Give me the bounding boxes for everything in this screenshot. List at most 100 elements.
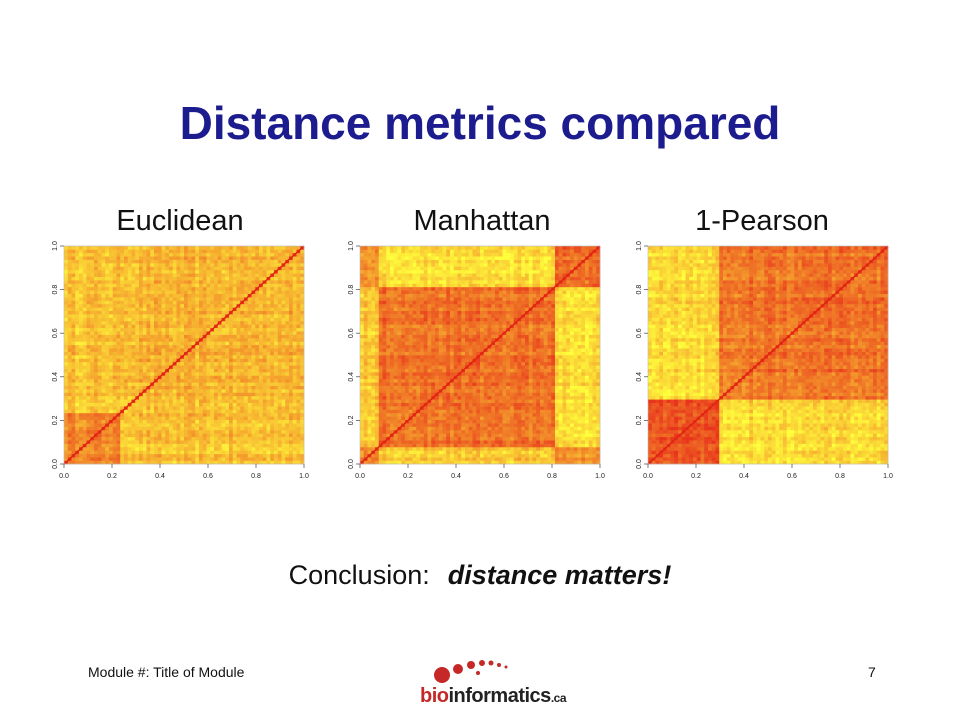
heatmap-cell xyxy=(270,392,275,397)
heatmap-cell xyxy=(408,429,413,434)
panel-label-euclidean: Euclidean xyxy=(116,205,244,237)
heatmap-cell xyxy=(225,416,230,421)
heatmap-cell xyxy=(176,252,181,257)
heatmap-cell xyxy=(187,293,192,298)
heatmap-cell xyxy=(390,426,395,431)
heatmap-cell xyxy=(225,389,230,393)
heatmap-cell xyxy=(86,395,91,400)
heatmap-cell xyxy=(195,324,200,329)
heatmap-cell xyxy=(139,419,144,424)
heatmap-cell xyxy=(206,453,211,458)
heatmap-cell xyxy=(191,368,196,373)
heatmap-cell xyxy=(169,395,174,400)
heatmap-cell xyxy=(405,293,410,298)
heatmap-cell xyxy=(266,273,271,277)
heatmap-cell xyxy=(408,423,413,427)
heatmap-cell xyxy=(382,341,387,346)
heatmap-cell xyxy=(255,263,260,267)
heatmap-cell xyxy=(244,324,249,329)
heatmap-cell xyxy=(277,303,282,308)
heatmap-cell xyxy=(131,249,136,254)
heatmap-cell xyxy=(191,443,196,448)
heatmap-cell xyxy=(251,324,256,329)
heatmap-cell xyxy=(244,355,249,359)
heatmap-cell xyxy=(221,331,226,335)
heatmap-cell xyxy=(367,337,372,342)
heatmap-cell xyxy=(127,263,132,267)
heatmap-cell xyxy=(127,419,132,424)
heatmap-cell xyxy=(165,372,170,376)
heatmap-cell xyxy=(277,252,282,257)
heatmap-cell xyxy=(150,300,155,305)
heatmap-cell xyxy=(109,392,114,397)
heatmap-cell xyxy=(112,249,117,254)
heatmap-cell xyxy=(112,361,117,366)
heatmap-cell xyxy=(262,429,267,434)
heatmap-cell xyxy=(363,433,368,438)
heatmap-cell xyxy=(371,412,376,417)
heatmap-cell xyxy=(244,246,249,250)
heatmap-cell xyxy=(64,409,69,414)
heatmap-cell xyxy=(195,290,200,294)
heatmap-cell xyxy=(120,344,125,349)
heatmap-cell xyxy=(82,324,87,329)
heatmap-cell xyxy=(363,378,368,383)
heatmap-cell xyxy=(112,283,117,288)
heatmap-cell xyxy=(180,334,185,339)
heatmap-cell xyxy=(199,453,204,458)
heatmap-cell xyxy=(401,314,406,318)
heatmap-cell xyxy=(150,378,155,383)
heatmap-cell xyxy=(382,246,387,250)
heatmap-cell xyxy=(184,348,189,352)
heatmap-cell xyxy=(401,249,406,254)
heatmap-cell xyxy=(64,320,69,325)
heatmap-cell xyxy=(382,317,387,322)
heatmap-cell xyxy=(401,259,406,264)
heatmap-cell xyxy=(210,368,215,373)
heatmap-cell xyxy=(393,406,398,410)
heatmap-cell xyxy=(262,450,267,455)
heatmap-cell xyxy=(184,283,189,288)
heatmap-cell xyxy=(116,385,121,390)
heatmap-cell xyxy=(150,392,155,397)
heatmap-cell xyxy=(82,341,87,346)
heatmap-cell xyxy=(251,317,256,322)
heatmap-cell xyxy=(142,406,147,410)
heatmap-cell xyxy=(94,337,99,342)
heatmap-cell xyxy=(277,443,282,448)
heatmap-cell xyxy=(169,433,174,438)
heatmap-cell xyxy=(281,460,286,465)
heatmap-cell xyxy=(229,307,234,312)
heatmap-cell xyxy=(240,389,245,393)
heatmap-cell xyxy=(251,419,256,424)
heatmap-cell xyxy=(236,276,241,281)
heatmap-cell xyxy=(393,409,398,414)
heatmap-cell xyxy=(109,443,114,448)
heatmap-cell xyxy=(191,375,196,380)
heatmap-cell xyxy=(79,317,84,322)
heatmap-cell xyxy=(232,331,237,335)
heatmap-cell xyxy=(217,450,222,455)
heatmap-cell xyxy=(401,457,406,461)
heatmap-cell xyxy=(214,412,219,417)
heatmap-cell xyxy=(135,290,140,294)
heatmap-cell xyxy=(221,341,226,346)
heatmap-cell xyxy=(135,429,140,434)
heatmap-cell xyxy=(210,331,215,335)
heatmap-cell xyxy=(161,423,166,427)
heatmap-cell xyxy=(71,392,76,397)
heatmap-cell xyxy=(405,436,410,441)
heatmap-cell xyxy=(401,351,406,356)
heatmap-cell xyxy=(64,263,69,267)
heatmap-cell xyxy=(202,310,207,315)
heatmap-cell xyxy=(240,385,245,390)
heatmap-cell xyxy=(94,307,99,312)
heatmap-cell xyxy=(120,249,125,254)
heatmap-cell xyxy=(135,355,140,359)
heatmap-cell xyxy=(154,249,159,254)
heatmap-cell xyxy=(289,327,294,332)
heatmap-cell xyxy=(401,419,406,424)
heatmap-cell xyxy=(390,293,395,298)
heatmap-cell xyxy=(393,453,398,458)
heatmap-cell xyxy=(86,324,91,329)
